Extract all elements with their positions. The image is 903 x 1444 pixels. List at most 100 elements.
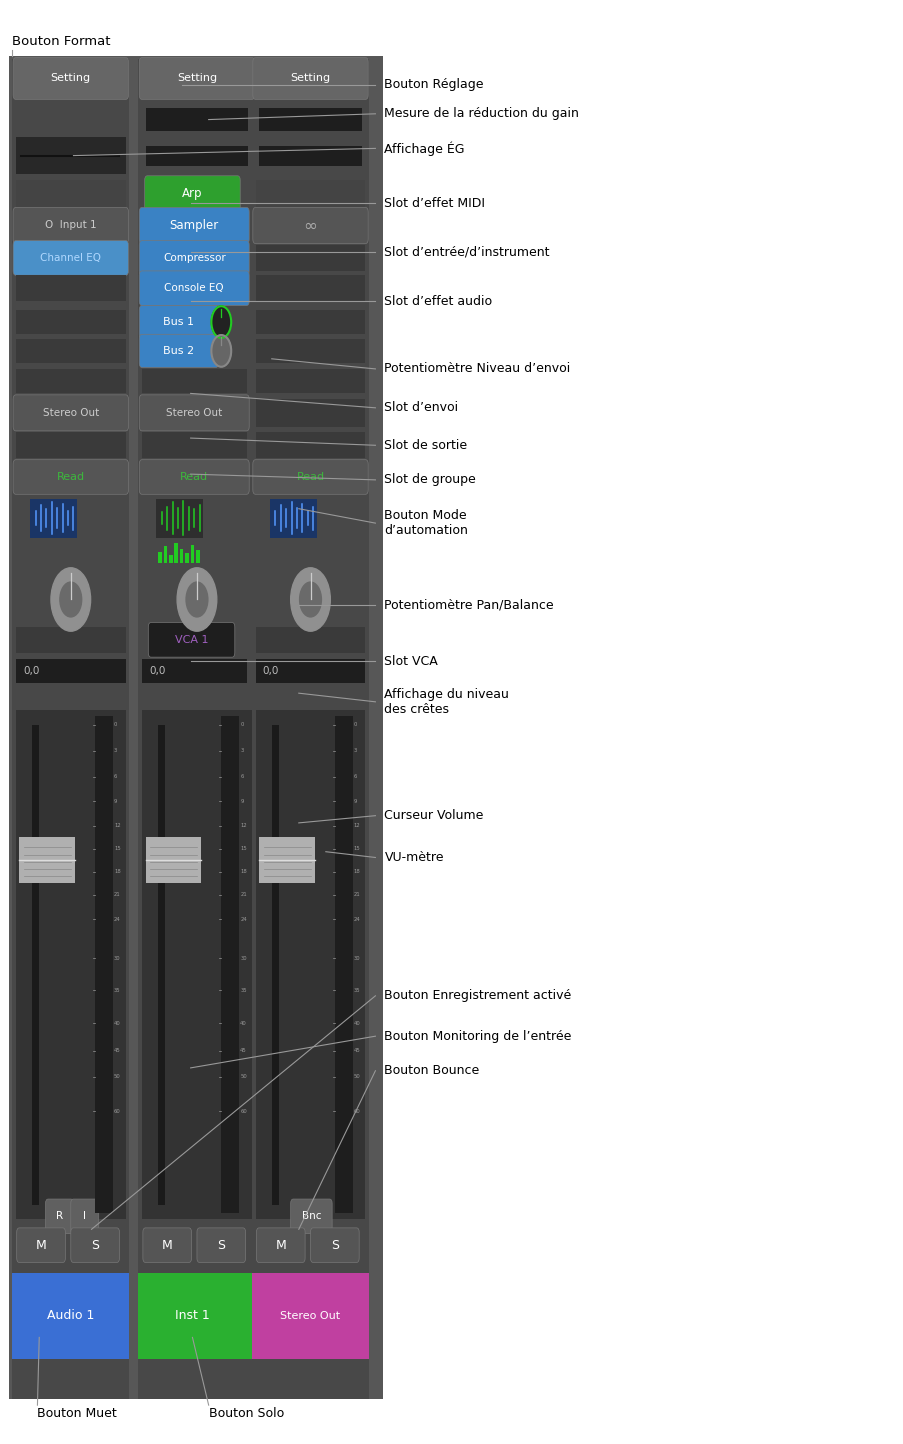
Circle shape — [299, 582, 321, 617]
FancyBboxPatch shape — [32, 725, 39, 1204]
Text: 45: 45 — [114, 1048, 121, 1053]
FancyBboxPatch shape — [158, 552, 162, 563]
Circle shape — [186, 582, 208, 617]
FancyBboxPatch shape — [15, 432, 126, 458]
FancyBboxPatch shape — [291, 1199, 331, 1233]
Text: Bouton Réglage: Bouton Réglage — [384, 78, 483, 91]
FancyBboxPatch shape — [256, 399, 365, 426]
Text: 24: 24 — [114, 917, 121, 921]
FancyBboxPatch shape — [252, 1272, 368, 1359]
Text: Setting: Setting — [51, 74, 90, 84]
Text: 50: 50 — [114, 1074, 121, 1079]
FancyBboxPatch shape — [139, 58, 255, 100]
FancyBboxPatch shape — [70, 1199, 98, 1233]
Text: Bouton Mode
d’automation: Bouton Mode d’automation — [384, 510, 468, 537]
Circle shape — [211, 306, 231, 338]
Text: Bouton Solo: Bouton Solo — [209, 1408, 284, 1421]
Text: Sampler: Sampler — [170, 219, 219, 232]
Text: 30: 30 — [114, 956, 120, 960]
Text: 50: 50 — [240, 1074, 247, 1079]
FancyBboxPatch shape — [138, 59, 256, 1399]
Text: Potentiomètre Pan/Balance: Potentiomètre Pan/Balance — [384, 599, 554, 612]
Text: 24: 24 — [353, 917, 360, 921]
Text: Stereo Out: Stereo Out — [42, 407, 98, 417]
Text: Inst 1: Inst 1 — [175, 1310, 209, 1323]
FancyBboxPatch shape — [256, 710, 365, 1219]
Text: 0: 0 — [114, 722, 117, 728]
Text: VCA 1: VCA 1 — [174, 635, 208, 645]
FancyBboxPatch shape — [253, 58, 368, 100]
Text: 24: 24 — [240, 917, 247, 921]
FancyBboxPatch shape — [15, 368, 126, 393]
Circle shape — [291, 567, 330, 631]
FancyBboxPatch shape — [13, 394, 128, 430]
Text: 15: 15 — [240, 846, 247, 852]
Circle shape — [51, 567, 90, 631]
FancyBboxPatch shape — [180, 549, 183, 563]
Text: 18: 18 — [353, 869, 360, 875]
Text: Potentiomètre Niveau d’envoi: Potentiomètre Niveau d’envoi — [384, 362, 570, 375]
Text: S: S — [217, 1239, 225, 1252]
Text: Stereo Out: Stereo Out — [166, 407, 222, 417]
Text: 21: 21 — [114, 892, 121, 898]
FancyBboxPatch shape — [270, 498, 316, 537]
Text: M: M — [275, 1239, 286, 1252]
FancyBboxPatch shape — [256, 658, 365, 683]
Text: 45: 45 — [240, 1048, 247, 1053]
FancyBboxPatch shape — [142, 710, 252, 1219]
FancyBboxPatch shape — [259, 146, 361, 166]
Text: Bouton Format: Bouton Format — [12, 35, 110, 48]
FancyBboxPatch shape — [256, 339, 365, 362]
FancyBboxPatch shape — [145, 838, 201, 884]
Text: 40: 40 — [353, 1021, 360, 1025]
Text: 45: 45 — [353, 1048, 360, 1053]
FancyBboxPatch shape — [13, 459, 128, 494]
Text: 15: 15 — [114, 846, 121, 852]
Circle shape — [60, 582, 81, 617]
FancyBboxPatch shape — [174, 543, 178, 563]
Text: Stereo Out: Stereo Out — [280, 1311, 340, 1321]
Text: 15: 15 — [353, 846, 360, 852]
FancyBboxPatch shape — [144, 176, 240, 212]
FancyBboxPatch shape — [259, 108, 361, 131]
Text: 0,0: 0,0 — [263, 666, 279, 676]
Text: 9: 9 — [240, 799, 243, 804]
FancyBboxPatch shape — [15, 710, 126, 1219]
Circle shape — [211, 335, 231, 367]
Text: 0: 0 — [240, 722, 243, 728]
FancyBboxPatch shape — [142, 368, 247, 393]
Text: 18: 18 — [240, 869, 247, 875]
Text: 12: 12 — [353, 823, 360, 829]
Text: 50: 50 — [353, 1074, 360, 1079]
Text: M: M — [35, 1239, 46, 1252]
Text: 35: 35 — [240, 988, 247, 992]
FancyBboxPatch shape — [15, 627, 126, 653]
FancyBboxPatch shape — [145, 146, 248, 166]
Text: 3: 3 — [240, 748, 243, 754]
Text: 6: 6 — [240, 774, 243, 780]
Text: Slot d’effet MIDI: Slot d’effet MIDI — [384, 196, 485, 209]
Text: ∞: ∞ — [303, 217, 317, 234]
FancyBboxPatch shape — [70, 1227, 119, 1262]
FancyBboxPatch shape — [221, 716, 239, 1213]
FancyBboxPatch shape — [139, 271, 249, 306]
FancyBboxPatch shape — [142, 432, 247, 458]
FancyBboxPatch shape — [169, 554, 172, 563]
FancyBboxPatch shape — [139, 459, 249, 494]
Text: Slot de sortie: Slot de sortie — [384, 439, 467, 452]
FancyBboxPatch shape — [256, 1227, 305, 1262]
FancyBboxPatch shape — [256, 368, 365, 393]
Text: 3: 3 — [114, 748, 117, 754]
Text: 21: 21 — [353, 892, 360, 898]
Text: Channel EQ: Channel EQ — [41, 253, 101, 263]
FancyBboxPatch shape — [197, 1227, 246, 1262]
Text: 21: 21 — [240, 892, 247, 898]
FancyBboxPatch shape — [139, 241, 249, 276]
Text: Read: Read — [296, 472, 324, 482]
Text: Bus 1: Bus 1 — [163, 318, 194, 326]
FancyBboxPatch shape — [15, 180, 126, 208]
Text: Curseur Volume: Curseur Volume — [384, 809, 483, 822]
Text: Bouton Muet: Bouton Muet — [37, 1408, 117, 1421]
FancyBboxPatch shape — [15, 137, 126, 175]
Text: 60: 60 — [353, 1109, 360, 1113]
